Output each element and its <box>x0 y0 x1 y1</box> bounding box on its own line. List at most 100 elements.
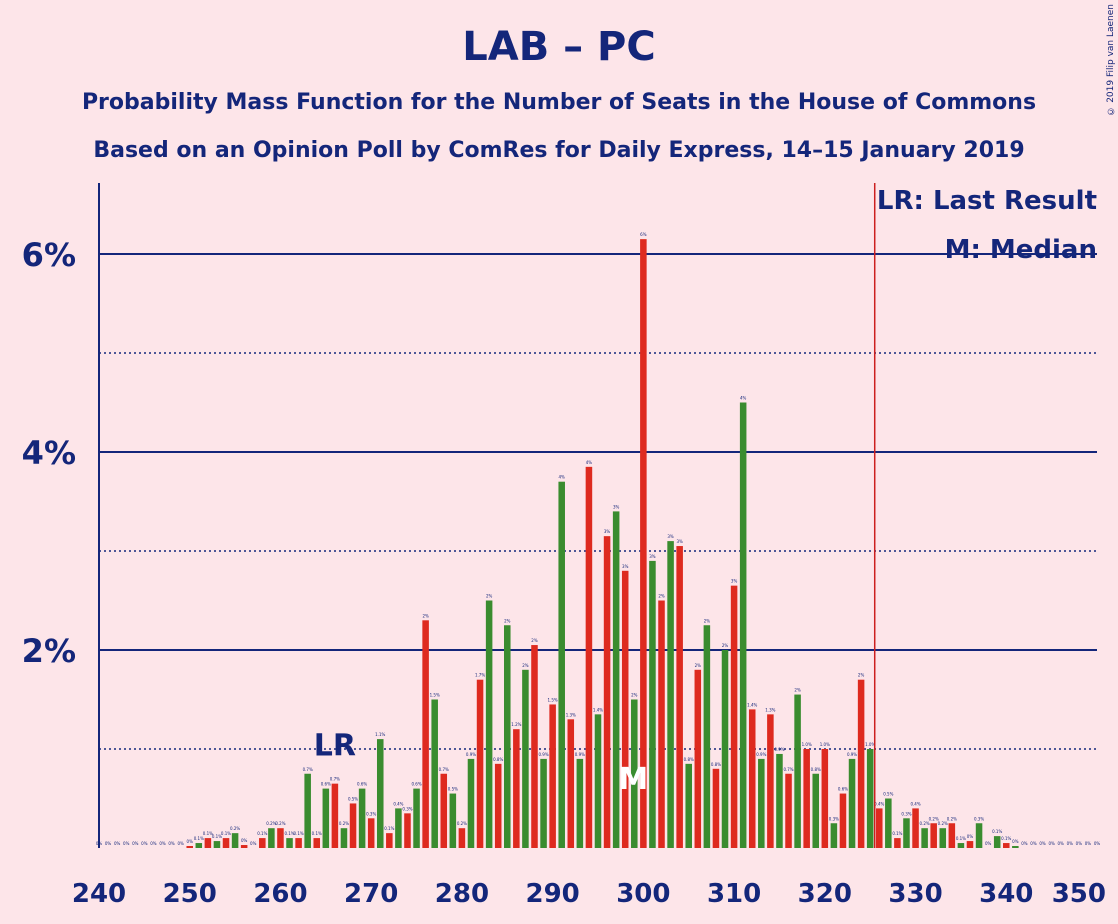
last-result-marker: LR <box>314 729 356 764</box>
bar-label-291: 4% <box>559 475 566 480</box>
bar-label-277: 1.5% <box>430 693 440 698</box>
bar-label-280: 0.2% <box>457 821 467 826</box>
bar-label-336: 0% <box>967 834 974 839</box>
bar-seat-303 <box>667 541 674 848</box>
bar-seat-301 <box>649 560 656 848</box>
bar-seat-314 <box>767 714 774 848</box>
bar-seat-276 <box>422 620 429 848</box>
bar-seat-332 <box>930 823 937 848</box>
y-tick-label: 4% <box>22 434 76 472</box>
y-tick-label: 6% <box>22 236 76 274</box>
bar-seat-252 <box>204 838 212 848</box>
bar-label-339: 0.1% <box>992 829 1002 834</box>
bar-label-318: 1.0% <box>802 742 812 747</box>
bar-seat-298 <box>621 570 629 848</box>
bar-seat-323 <box>848 758 856 848</box>
bar-label-306: 2% <box>695 663 702 668</box>
bar-seat-324 <box>857 679 865 848</box>
bar-seat-339 <box>993 836 1001 848</box>
bar-label-270: 0.3% <box>366 811 376 816</box>
bar-label-296: 3% <box>604 529 611 534</box>
bar-label-283: 2% <box>486 594 493 599</box>
bar-label-246: 0% <box>150 841 157 846</box>
bar-label-244: 0% <box>132 841 139 846</box>
bar-label-267: 0.2% <box>339 821 349 826</box>
bar-label-312: 1.4% <box>747 702 757 707</box>
bar-seat-289 <box>540 758 547 848</box>
x-tick-label: 340 <box>979 879 1033 909</box>
bar-label-350: 0% <box>1094 841 1101 846</box>
bar-seat-281 <box>467 758 475 848</box>
bar-seat-292 <box>567 719 575 848</box>
bar-seat-282 <box>476 679 484 848</box>
bar-seat-297 <box>612 511 620 848</box>
bar-seat-263 <box>304 773 311 848</box>
bar-value-labels: 0%0%0%0%0%0%0%0%0%0%0%0.1%0.1%0.1%0.1%0.… <box>96 232 1101 846</box>
bar-seat-274 <box>404 813 411 848</box>
bar-label-288: 2% <box>531 638 538 643</box>
bar-seat-310 <box>730 585 738 848</box>
bar-seat-336 <box>966 841 974 848</box>
bar-seat-272 <box>386 833 393 848</box>
bar-seat-260 <box>277 828 284 848</box>
bar-label-264: 0.1% <box>312 831 322 836</box>
bar-label-251: 0.1% <box>194 836 204 841</box>
bar-label-253: 0.1% <box>212 834 222 839</box>
bar-label-305: 0.8% <box>684 757 694 762</box>
bar-label-274: 0.3% <box>402 806 412 811</box>
bar-seat-286 <box>513 729 520 848</box>
bar-seat-313 <box>758 758 765 848</box>
bar-label-269: 0.6% <box>357 782 367 787</box>
bar-seat-316 <box>785 773 792 848</box>
bar-label-320: 1.0% <box>820 742 830 747</box>
bar-label-247: 0% <box>159 841 166 846</box>
bar-seat-325 <box>866 749 874 848</box>
x-tick-label: 250 <box>163 879 217 909</box>
bar-label-346: 0% <box>1058 841 1065 846</box>
bar-seat-261 <box>286 838 293 848</box>
bar-label-311: 4% <box>740 396 747 401</box>
bar-label-279: 0.5% <box>448 787 458 792</box>
bar-label-328: 0.1% <box>892 831 902 836</box>
bar-label-286: 1.2% <box>511 722 521 727</box>
bar-seat-328 <box>894 838 901 848</box>
bar-label-316: 0.7% <box>783 767 793 772</box>
bar-label-292: 1.3% <box>566 712 576 717</box>
bar-seat-334 <box>948 823 956 848</box>
bar-seat-291 <box>558 481 565 848</box>
bar-seat-327 <box>885 798 892 848</box>
bar-label-249: 0% <box>177 841 184 846</box>
bar-seat-278 <box>440 773 448 848</box>
bar-label-330: 0.4% <box>910 801 920 806</box>
bar-seat-300 <box>640 239 647 848</box>
bar-label-289: 0.9% <box>538 752 548 757</box>
bar-label-245: 0% <box>141 841 148 846</box>
bar-label-300: 6% <box>640 232 647 237</box>
bar-seat-271 <box>376 739 384 848</box>
bar-label-258: 0.1% <box>257 831 267 836</box>
bar-seat-268 <box>349 803 357 848</box>
bar-label-282: 1.7% <box>475 673 485 678</box>
bar-seat-302 <box>658 600 665 848</box>
bar-seat-318 <box>803 749 810 848</box>
bar-label-337: 0.3% <box>974 816 984 821</box>
bar-seat-331 <box>921 828 928 848</box>
x-tick-label: 350 <box>1052 879 1106 909</box>
gridlines <box>99 253 1097 750</box>
bar-label-266: 0.7% <box>330 777 340 782</box>
bar-seat-322 <box>839 793 847 848</box>
bar-seat-335 <box>957 843 965 848</box>
bar-label-295: 1.4% <box>593 707 603 712</box>
bar-seat-270 <box>367 818 375 848</box>
bar-seat-337 <box>975 823 983 848</box>
bar-label-278: 0.7% <box>439 767 449 772</box>
bar-seat-254 <box>222 838 230 848</box>
bar-seat-267 <box>340 828 348 848</box>
bar-seat-321 <box>830 823 838 848</box>
bar-label-263: 0.7% <box>303 767 313 772</box>
bar-seat-329 <box>903 818 910 848</box>
legend-median: M: Median <box>945 235 1097 265</box>
bar-seat-280 <box>458 828 466 848</box>
bar-seat-304 <box>676 546 683 848</box>
